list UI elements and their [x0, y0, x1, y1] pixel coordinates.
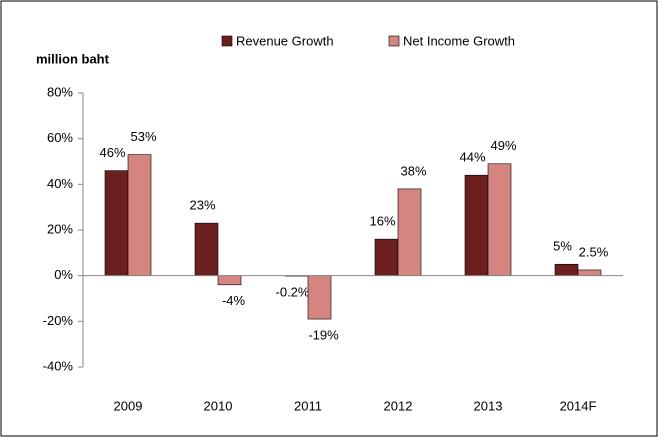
y-tick-label: 0% [54, 267, 73, 282]
x-tick-label: 2014F [560, 398, 597, 413]
bar [127, 154, 152, 276]
legend-label: Net Income Growth [403, 33, 515, 48]
x-tick-label: 2012 [384, 398, 413, 413]
value-label: 53% [130, 129, 156, 144]
y-tick-label: -40% [43, 358, 74, 373]
y-tick-label: 80% [47, 84, 73, 99]
value-label: 16% [369, 214, 395, 229]
value-label: -19% [308, 327, 339, 342]
value-label: 2.5% [579, 244, 609, 259]
value-label: -4% [222, 293, 246, 308]
bar [104, 170, 129, 276]
value-label: 5% [553, 239, 572, 254]
y-tick-label: 60% [47, 130, 73, 145]
bar [194, 222, 219, 276]
bar [487, 163, 512, 276]
bar [464, 174, 489, 276]
value-label: 44% [459, 150, 485, 165]
bar [577, 269, 602, 276]
x-tick-label: 2009 [114, 398, 143, 413]
bar [554, 263, 579, 276]
y-tick-label: 40% [47, 176, 73, 191]
bar [374, 238, 399, 276]
y-tick-label: -20% [43, 313, 74, 328]
bar [217, 275, 242, 286]
x-tick-label: 2013 [474, 398, 503, 413]
legend-label: Revenue Growth [236, 33, 334, 48]
x-tick-label: 2011 [294, 398, 322, 413]
legend-swatch [221, 35, 233, 47]
x-tick-label: 2010 [204, 398, 233, 413]
legend-swatch [388, 35, 400, 47]
value-label: 49% [490, 138, 516, 153]
y-tick-label: 20% [47, 221, 73, 236]
value-label: 23% [189, 198, 215, 213]
bar [307, 275, 332, 320]
value-label: -0.2% [276, 285, 310, 300]
y-axis-label: million baht [36, 51, 110, 66]
bar [397, 188, 422, 276]
value-label: 46% [99, 145, 125, 160]
value-label: 38% [400, 163, 426, 178]
